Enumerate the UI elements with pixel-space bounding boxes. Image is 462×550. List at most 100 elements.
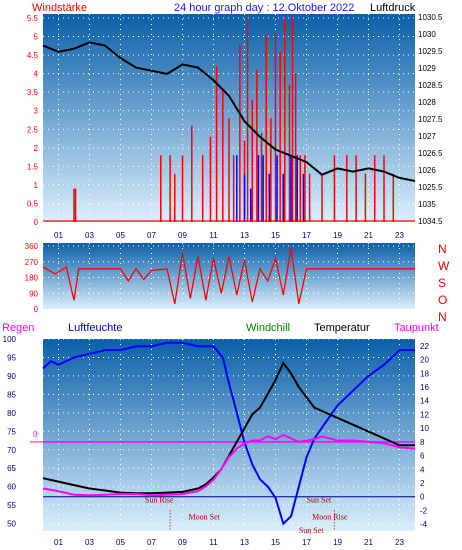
series-taupunkt (42, 433, 416, 497)
hour-label: 11 (209, 231, 218, 240)
humidity-tick-label: 50 (7, 520, 16, 529)
humidity-tick-label: 90 (7, 372, 16, 381)
temperature-tick-label: 16 (420, 383, 429, 392)
wind-tick-label: 1 (34, 181, 39, 190)
hour-label: 07 (147, 231, 156, 240)
direction-tick-label: 270 (25, 258, 39, 267)
humidity-tick-label: 80 (7, 409, 16, 418)
hour-label: 03 (85, 538, 94, 547)
hour-label: 19 (333, 538, 342, 547)
humidity-tick-label: 85 (7, 390, 16, 399)
direction-tick-label: 360 (25, 242, 39, 251)
humidity-tick-label: 55 (7, 501, 16, 510)
temperature-tick-label: -2 (420, 506, 428, 515)
hour-label: 01 (54, 538, 63, 547)
astro-annotation: Moon Set (189, 512, 221, 521)
hour-label: 13 (240, 231, 249, 240)
hour-label: 23 (395, 231, 404, 240)
temperature-tick-label: 20 (420, 356, 429, 365)
wind-tick-label: 0.5 (27, 199, 39, 208)
temperature-tick-label: 2 (420, 479, 425, 488)
temperature-tick-label: 0 (420, 493, 425, 502)
legend-regen: Regen (2, 322, 34, 334)
temperature-tick-label: 18 (420, 369, 429, 378)
compass-label: N (438, 242, 447, 256)
pressure-axis-label: Luftdruck (370, 2, 416, 14)
pressure-tick-label: 1026 (418, 166, 436, 175)
wind-tick-label: 3.5 (27, 88, 39, 97)
hour-label: 21 (364, 538, 373, 547)
humidity-tick-label: 75 (7, 427, 16, 436)
pressure-tick-label: 1030 (418, 30, 436, 39)
legend-luftfeuchte: Luftfeuchte (68, 322, 122, 334)
compass-label: W (438, 259, 450, 273)
data-series (30, 18, 416, 531)
temperature-tick-label: 4 (420, 465, 425, 474)
astro-annotation: Sun Rise (145, 496, 174, 505)
temperature-tick-label: 10 (420, 424, 429, 433)
pressure-tick-label: 1027.5 (418, 115, 443, 124)
tick-labels: 0 0.5 1 1.5 2 2.5 3 3.5 4 4.5 5 5.5 1030.5 1030 1029.5… (3, 13, 450, 547)
temperature-tick-label: 12 (420, 410, 429, 419)
compass-label: S (438, 276, 446, 290)
series-luftfeuchte (42, 341, 415, 526)
legend-windchill: Windchill (246, 322, 290, 334)
wind-tick-label: 2.5 (27, 125, 39, 134)
hour-label: 07 (147, 538, 156, 547)
pressure-tick-label: 1034.5 (418, 217, 443, 226)
hour-label: 15 (271, 538, 280, 547)
wind-tick-label: 2 (34, 144, 39, 153)
humidity-tick-label: 70 (7, 446, 16, 455)
compass-label: O (438, 293, 447, 307)
direction-tick-label: 90 (29, 289, 38, 298)
wind-tick-label: 4 (34, 70, 39, 79)
pressure-line (42, 41, 416, 182)
humidity-tick-label: 95 (7, 353, 16, 362)
hour-label: 11 (209, 538, 218, 547)
temperature-tick-label: -4 (420, 520, 428, 529)
chart-title: 24 hour graph day : 12.Oktober 2022 (174, 2, 354, 14)
temperature-tick-label: 14 (420, 397, 429, 406)
direction-tick-label: 0 (34, 305, 39, 314)
legend-taupunkt: Taupunkt (394, 322, 439, 334)
hour-label: 15 (271, 231, 280, 240)
direction-tick-label: 180 (25, 274, 39, 283)
wind-tick-label: 4.5 (27, 51, 39, 60)
humidity-tick-label: 100 (3, 335, 17, 344)
wind-tick-label: 3 (34, 107, 39, 116)
pressure-tick-label: 1035 (418, 200, 436, 209)
wind-tick-label: 0 (34, 218, 39, 227)
temperature-tick-label: 8 (420, 438, 425, 447)
hour-label: 01 (54, 231, 63, 240)
pressure-tick-label: 1025.5 (418, 183, 443, 192)
pressure-tick-label: 1026.5 (418, 149, 443, 158)
wind-tick-label: 1.5 (27, 162, 39, 171)
hour-label: 09 (178, 538, 187, 547)
hour-label: 05 (116, 231, 125, 240)
wind-axis-label: Windstärke (32, 2, 87, 14)
hour-label: 21 (364, 231, 373, 240)
astro-annotation: Sun Set (299, 526, 324, 535)
legend-temperatur: Temperatur (314, 322, 370, 334)
hour-label: 03 (85, 231, 94, 240)
hour-label: 19 (333, 231, 342, 240)
hour-label: 17 (302, 231, 311, 240)
series-temperatur (42, 361, 415, 495)
pressure-tick-label: 1027 (418, 132, 436, 141)
temperature-tick-label: 6 (420, 452, 425, 461)
astro-annotation: Sun Set (307, 496, 332, 505)
hour-label: 17 (302, 538, 311, 547)
wind-tick-label: 5 (34, 33, 39, 42)
humidity-tick-label: 65 (7, 464, 16, 473)
compass-label: N (438, 310, 447, 324)
wind-tick-label: 5.5 (27, 14, 39, 23)
hour-label: 13 (240, 538, 249, 547)
pressure-tick-label: 1028.5 (418, 81, 443, 90)
pressure-tick-label: 1029.5 (418, 47, 443, 56)
hour-label: 23 (395, 538, 404, 547)
temperature-humidity-panel (43, 339, 415, 531)
pressure-tick-label: 1030.5 (418, 13, 443, 22)
temperature-tick-label: 22 (420, 342, 429, 351)
wind-direction-line (42, 247, 415, 304)
